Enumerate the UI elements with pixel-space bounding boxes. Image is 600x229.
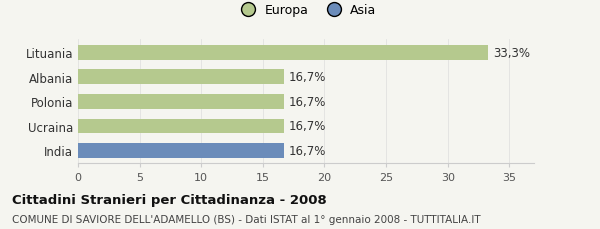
Text: 33,3%: 33,3% [493, 46, 530, 60]
Text: 16,7%: 16,7% [289, 120, 326, 133]
Text: 16,7%: 16,7% [289, 71, 326, 84]
Text: 16,7%: 16,7% [289, 144, 326, 157]
Text: COMUNE DI SAVIORE DELL'ADAMELLO (BS) - Dati ISTAT al 1° gennaio 2008 - TUTTITALI: COMUNE DI SAVIORE DELL'ADAMELLO (BS) - D… [12, 214, 481, 224]
Bar [78, 46, 488, 60]
Bar [78, 70, 284, 85]
Bar [78, 143, 284, 158]
Text: Cittadini Stranieri per Cittadinanza - 2008: Cittadini Stranieri per Cittadinanza - 2… [12, 194, 327, 207]
Bar [78, 119, 284, 134]
Text: 16,7%: 16,7% [289, 95, 326, 108]
Legend: Europa, Asia: Europa, Asia [231, 0, 381, 22]
Bar [78, 95, 284, 109]
